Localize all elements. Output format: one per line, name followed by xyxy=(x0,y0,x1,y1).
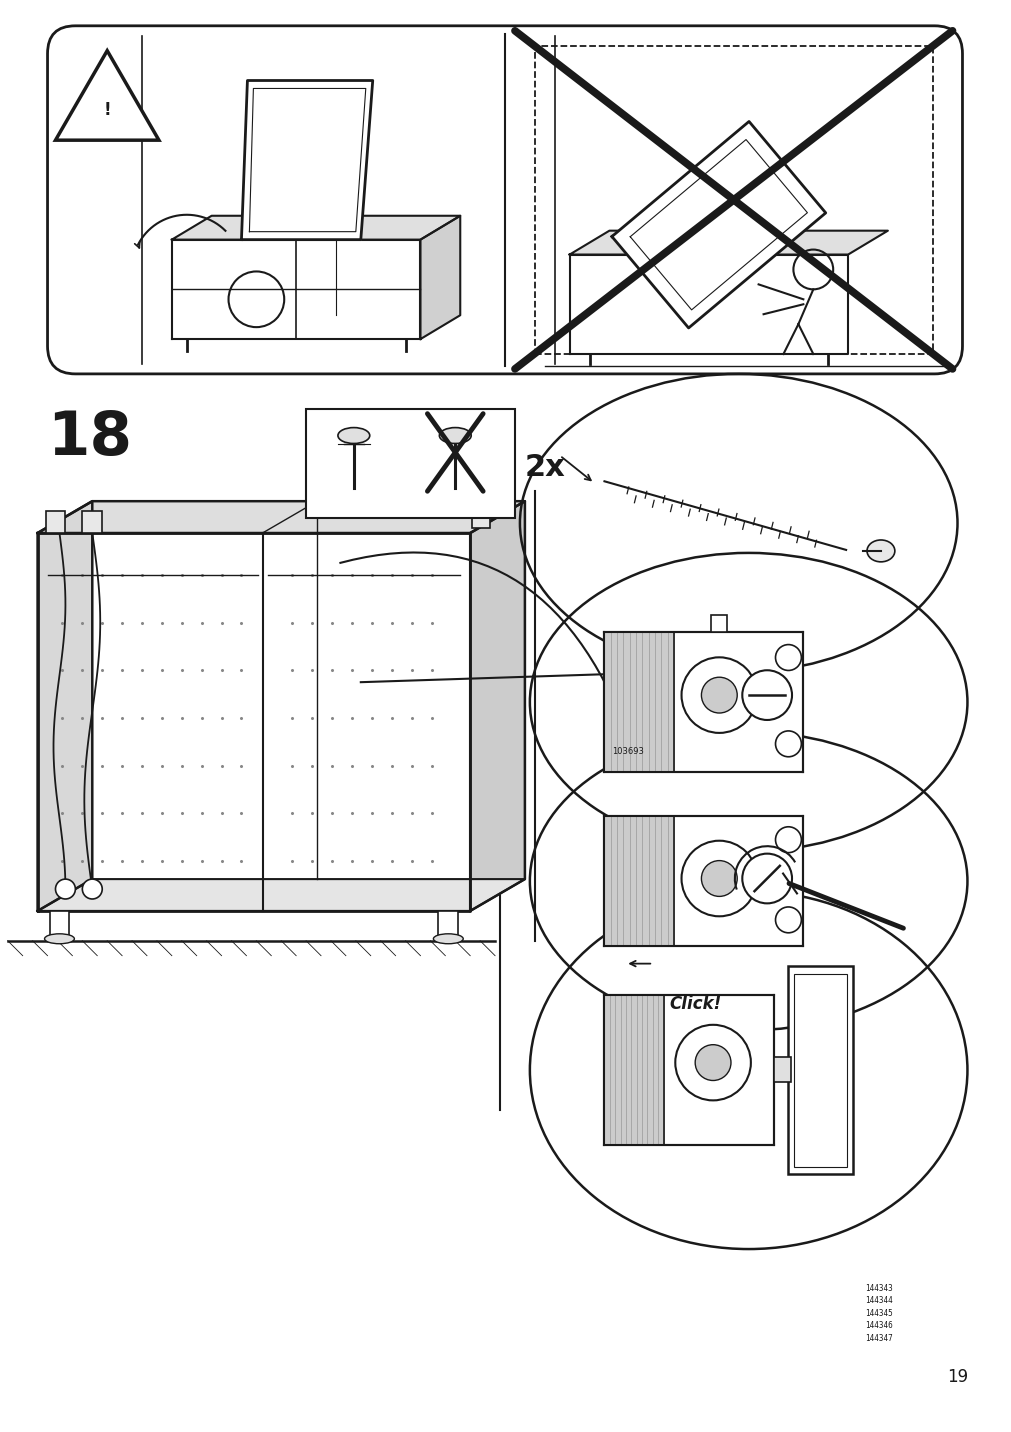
Bar xyxy=(604,816,673,945)
Bar xyxy=(711,614,727,633)
Bar xyxy=(604,633,673,772)
Bar xyxy=(604,995,663,1144)
Bar xyxy=(45,511,66,533)
Circle shape xyxy=(82,879,102,899)
Polygon shape xyxy=(37,879,525,911)
Text: !: ! xyxy=(103,102,111,119)
Circle shape xyxy=(674,1025,750,1100)
Circle shape xyxy=(741,853,792,904)
Polygon shape xyxy=(37,501,525,533)
Circle shape xyxy=(701,677,736,713)
Polygon shape xyxy=(37,533,470,911)
Text: 2x: 2x xyxy=(525,454,565,483)
Polygon shape xyxy=(37,501,92,911)
Bar xyxy=(50,911,70,939)
Polygon shape xyxy=(420,216,460,339)
Polygon shape xyxy=(612,122,825,328)
Bar xyxy=(438,911,458,939)
Polygon shape xyxy=(172,216,460,239)
Circle shape xyxy=(774,826,801,852)
Ellipse shape xyxy=(338,428,369,444)
Ellipse shape xyxy=(866,540,894,561)
Bar xyxy=(604,816,803,945)
Text: Click!: Click! xyxy=(668,995,721,1014)
Circle shape xyxy=(680,841,756,916)
Bar xyxy=(82,511,102,533)
Polygon shape xyxy=(569,255,847,354)
Polygon shape xyxy=(470,501,525,911)
Polygon shape xyxy=(92,501,525,879)
Circle shape xyxy=(701,861,736,896)
Text: 144343
144344
144345
144346
144347: 144343 144344 144345 144346 144347 xyxy=(864,1285,892,1343)
Circle shape xyxy=(56,879,75,899)
Bar xyxy=(604,995,772,1144)
Text: 18: 18 xyxy=(48,408,132,468)
Bar xyxy=(794,974,846,1167)
Text: 103693: 103693 xyxy=(612,748,644,756)
FancyBboxPatch shape xyxy=(48,26,961,374)
Bar xyxy=(604,633,803,772)
Bar xyxy=(534,46,932,354)
Ellipse shape xyxy=(433,934,463,944)
Polygon shape xyxy=(172,239,420,339)
Circle shape xyxy=(695,1045,730,1081)
Polygon shape xyxy=(56,50,159,140)
Text: 19: 19 xyxy=(946,1369,968,1386)
Ellipse shape xyxy=(44,934,75,944)
Ellipse shape xyxy=(439,428,471,444)
Circle shape xyxy=(741,670,792,720)
Bar xyxy=(788,965,852,1174)
Circle shape xyxy=(680,657,756,733)
Circle shape xyxy=(774,906,801,932)
Polygon shape xyxy=(242,80,372,239)
Bar xyxy=(772,1057,791,1083)
Bar xyxy=(472,510,489,528)
Polygon shape xyxy=(569,231,887,255)
Circle shape xyxy=(774,644,801,670)
Circle shape xyxy=(774,730,801,756)
Bar xyxy=(305,408,515,518)
